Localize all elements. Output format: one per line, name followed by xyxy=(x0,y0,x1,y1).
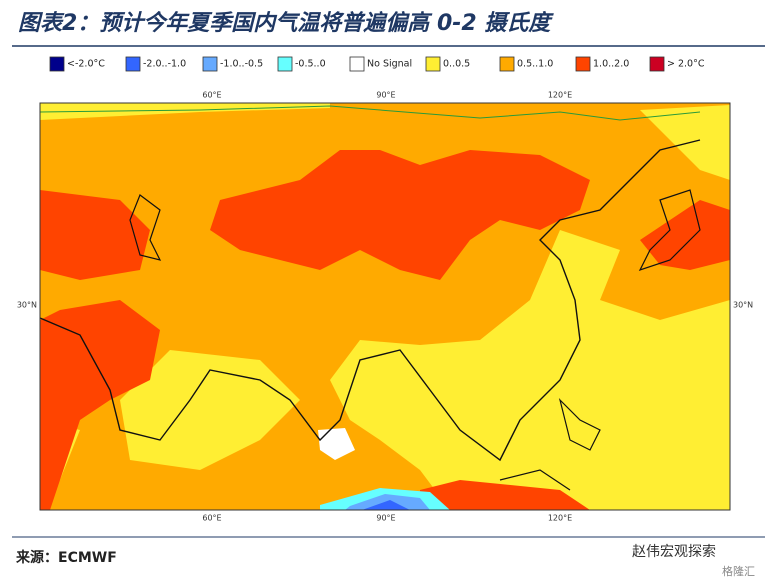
legend-label: -1.0..-0.5 xyxy=(220,59,263,70)
legend-label: > 2.0°C xyxy=(667,59,705,70)
legend-swatch xyxy=(575,56,591,72)
legend-swatch xyxy=(649,56,665,72)
lon-label: 120°E xyxy=(548,91,572,100)
title: 图表2：预计今年夏季国内气温将普遍偏高 0-2 摄氏度 xyxy=(18,10,554,36)
legend-label: -2.0..-1.0 xyxy=(143,59,186,70)
watermark: 赵伟宏观探索 xyxy=(632,543,716,560)
lat-label: 30°N xyxy=(733,301,753,310)
legend-swatch xyxy=(277,56,293,72)
legend-label: 1.0..2.0 xyxy=(593,59,629,70)
legend-label: <-2.0°C xyxy=(67,59,105,70)
legend-swatch xyxy=(425,56,441,72)
lon-label: 120°E xyxy=(548,514,572,523)
legend-swatch xyxy=(125,56,141,72)
legend-label: 0..0.5 xyxy=(443,59,470,70)
lon-label: 90°E xyxy=(376,514,395,523)
lon-label: 60°E xyxy=(202,514,221,523)
legend-swatch xyxy=(202,56,218,72)
legend-label: -0.5..0 xyxy=(295,59,326,70)
legend-label: 0.5..1.0 xyxy=(517,59,553,70)
map-axes: 60°E 60°E 90°E 90°E 120°E 120°E 30°N 30°N xyxy=(17,91,753,523)
legend-swatch xyxy=(349,56,365,72)
legend-swatch xyxy=(499,56,515,72)
lon-label: 90°E xyxy=(376,91,395,100)
legend-label: No Signal xyxy=(367,59,412,70)
brand: 格隆汇 xyxy=(722,564,755,578)
map-frame xyxy=(39,102,731,511)
lat-label: 30°N xyxy=(17,301,37,310)
map xyxy=(40,103,730,510)
lon-label: 60°E xyxy=(202,91,221,100)
legend: <-2.0°C -2.0..-1.0 -1.0..-0.5 -0.5..0 No Sig… xyxy=(49,56,705,72)
legend-swatch xyxy=(49,56,65,72)
source: 来源：ECMWF xyxy=(15,549,117,566)
